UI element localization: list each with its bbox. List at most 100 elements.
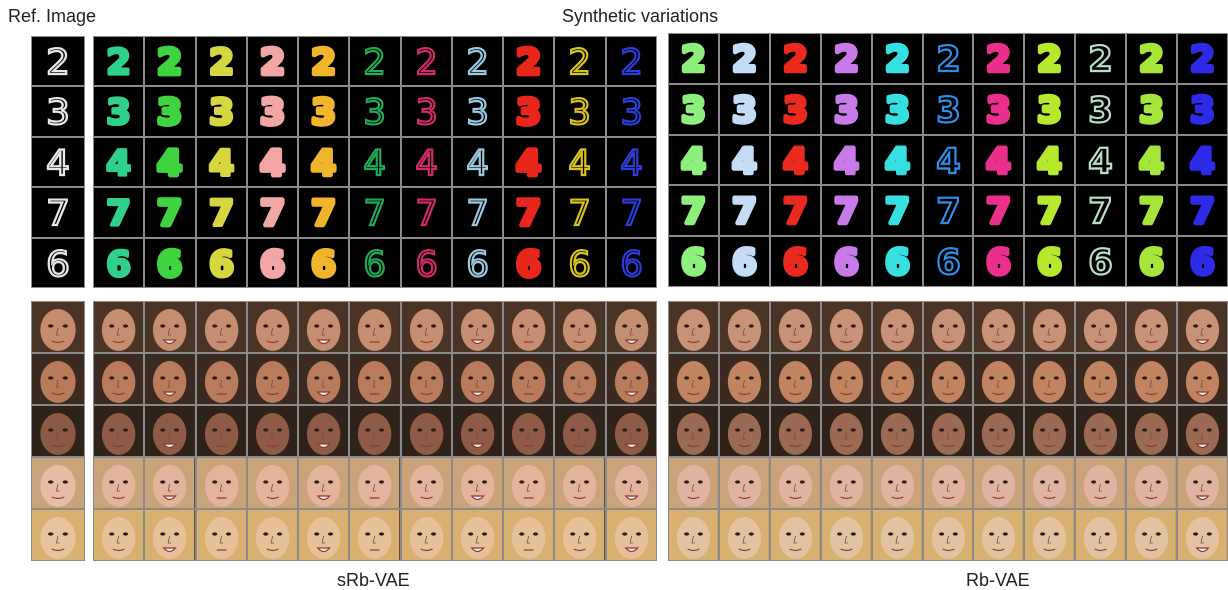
- svg-text:7: 7: [158, 193, 183, 234]
- svg-text:6: 6: [466, 244, 489, 285]
- srb-digit-cell-r4-c4: 7: [247, 188, 298, 237]
- srb-digit-cell-r3-c11: 4: [606, 137, 656, 187]
- rb-face-cell-r3-c3: [770, 406, 820, 456]
- srb-face-cell-r4-c5: [299, 458, 349, 508]
- svg-text:3: 3: [209, 92, 234, 133]
- srb-face-cell-r2-c6: [350, 354, 400, 404]
- srb-digit-cell-r5-c10: 6: [555, 238, 605, 287]
- svg-text:4: 4: [209, 143, 234, 184]
- rb-face-cell-r4-c2: [719, 458, 769, 508]
- srb-face-cell-r3-c5: [299, 406, 349, 456]
- svg-text:7: 7: [364, 193, 387, 234]
- svg-text:7: 7: [209, 193, 234, 234]
- srb-digit-cell-r4-c11: 7: [606, 188, 656, 237]
- rb-digit-cell-r1-c6: 2: [923, 34, 973, 83]
- srb-digit-cell-r2-c9: 3: [504, 87, 554, 136]
- srb-digit-cell-r5-c8: 6: [452, 238, 503, 287]
- srb-face-cell-r1-c9: [504, 302, 554, 352]
- svg-text:2: 2: [209, 42, 234, 83]
- svg-text:2: 2: [415, 42, 438, 83]
- svg-text:3: 3: [783, 90, 807, 131]
- svg-text:3: 3: [732, 90, 756, 131]
- rb-digit-cell-r1-c3: 2: [770, 34, 820, 83]
- svg-text:3: 3: [681, 90, 705, 131]
- svg-text:6: 6: [1190, 242, 1215, 283]
- srb-digit-cell-r4-c7: 7: [401, 188, 451, 237]
- srb-digit-cell-r3-c7: 4: [401, 137, 451, 187]
- rb-digit-cell-r5-c2: 6: [719, 237, 769, 286]
- srb-digit-cell-r1-c5: 2: [299, 37, 349, 86]
- rb-face-cell-r3-c5: [872, 406, 922, 456]
- svg-text:2: 2: [987, 39, 1011, 80]
- rb-digit-cell-r4-c8: 7: [1025, 186, 1075, 236]
- srb-digit-cell-r3-c9: 4: [504, 137, 554, 187]
- rb-face-cell-r5-c3: [770, 510, 820, 560]
- svg-text:4: 4: [1038, 141, 1062, 182]
- rb-face-cell-r1-c1: [669, 302, 718, 352]
- svg-text:7: 7: [936, 192, 961, 233]
- svg-text:6: 6: [885, 242, 909, 283]
- srb-face-cell-r5-c2: [145, 510, 195, 560]
- srb-face-cell-r3-c7: [401, 406, 451, 456]
- rb-face-cell-r4-c1: [669, 458, 718, 508]
- svg-text:6: 6: [1038, 242, 1062, 283]
- svg-text:4: 4: [885, 141, 909, 182]
- svg-text:2: 2: [260, 42, 285, 83]
- ref-face-column: [31, 301, 85, 561]
- rb-digit-cell-r2-c2: 3: [719, 84, 769, 134]
- rb-face-cell-r2-c1: [669, 354, 718, 404]
- svg-text:4: 4: [466, 143, 489, 184]
- srb-face-cell-r3-c10: [555, 406, 605, 456]
- rb-digit-cell-r4-c5: 7: [872, 186, 922, 236]
- rb-face-cell-r1-c4: [821, 302, 871, 352]
- rb-digit-cell-r3-c6: 4: [923, 135, 973, 185]
- svg-text:4: 4: [987, 141, 1011, 182]
- srb-digit-cell-r2-c6: 3: [350, 87, 400, 136]
- rb-digit-cell-r1-c7: 2: [974, 34, 1024, 83]
- rb-face-cell-r4-c4: [821, 458, 871, 508]
- srb-digit-cell-r3-c4: 4: [247, 137, 298, 187]
- synthetic-variations-label: Synthetic variations: [562, 6, 719, 26]
- svg-text:2: 2: [1139, 39, 1163, 80]
- svg-text:2: 2: [311, 42, 336, 83]
- srb-face-cell-r5-c8: [452, 510, 503, 560]
- rb-face-cell-r1-c7: [974, 302, 1024, 352]
- srb-digit-cell-r5-c2: 6: [145, 238, 195, 287]
- svg-text:7: 7: [106, 193, 131, 234]
- svg-text:6: 6: [1088, 242, 1112, 283]
- srb-face-cell-r5-c6: [350, 510, 400, 560]
- svg-text:2: 2: [681, 39, 705, 80]
- ref-face-cell-r2-c1: [32, 354, 84, 404]
- rb-digit-cell-r2-c3: 3: [770, 84, 820, 134]
- svg-text:6: 6: [569, 244, 592, 285]
- svg-text:2: 2: [620, 42, 643, 83]
- svg-text:7: 7: [569, 193, 592, 234]
- svg-text:6: 6: [311, 244, 336, 285]
- rb-face-cell-r3-c9: [1076, 406, 1126, 456]
- svg-text:4: 4: [516, 143, 541, 184]
- rb-digit-cell-r5-c6: 6: [923, 237, 973, 286]
- ref-face-cell-r4-c1: [32, 458, 84, 508]
- rb-digit-cell-r2-c7: 3: [974, 84, 1024, 134]
- srb-face-cell-r5-c7: [401, 510, 451, 560]
- svg-text:4: 4: [311, 143, 336, 184]
- srb-digit-cell-r2-c3: 3: [196, 87, 246, 136]
- rb-face-cell-r5-c8: [1025, 510, 1075, 560]
- svg-text:7: 7: [311, 193, 336, 234]
- srb-digit-cell-r1-c9: 2: [504, 37, 554, 86]
- svg-text:3: 3: [936, 90, 961, 131]
- svg-text:4: 4: [260, 143, 285, 184]
- rb-face-cell-r3-c1: [669, 406, 718, 456]
- srb-digit-cell-r2-c10: 3: [555, 87, 605, 136]
- svg-text:2: 2: [46, 41, 70, 82]
- svg-text:3: 3: [885, 90, 909, 131]
- svg-text:2: 2: [364, 42, 387, 83]
- srb-digit-cell-r1-c8: 2: [452, 37, 503, 86]
- rb-digit-cell-r3-c9: 4: [1076, 135, 1126, 185]
- svg-text:3: 3: [364, 92, 387, 133]
- rb-face-cell-r4-c5: [872, 458, 922, 508]
- rb-digit-cell-r5-c4: 6: [821, 237, 871, 286]
- rb-face-cell-r5-c5: [872, 510, 922, 560]
- rb-face-cell-r1-c3: [770, 302, 820, 352]
- rb-digit-cell-r3-c3: 4: [770, 135, 820, 185]
